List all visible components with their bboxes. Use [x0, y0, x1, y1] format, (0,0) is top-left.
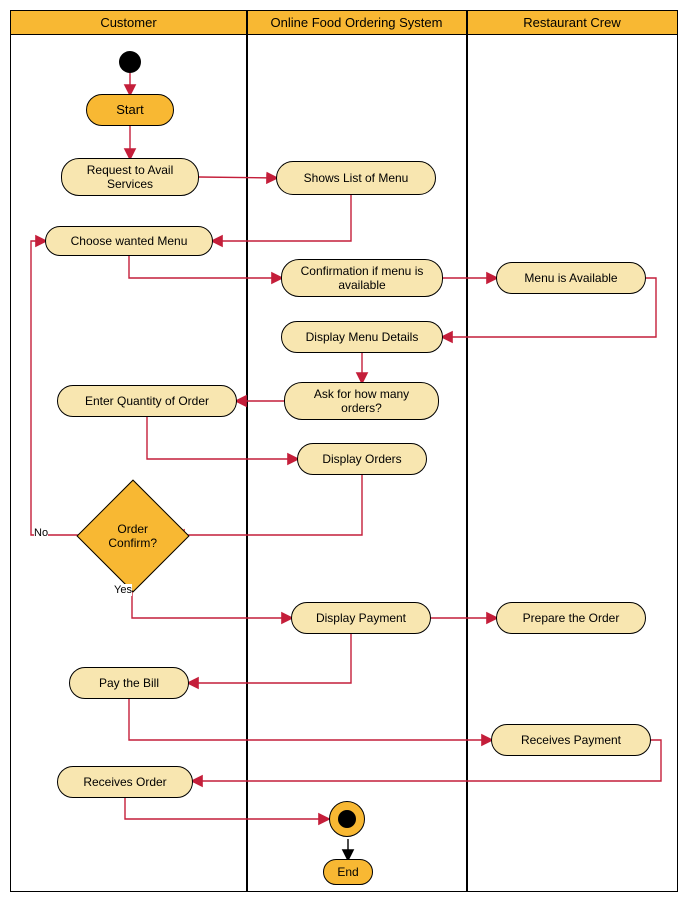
receives-order-node: Receives Order: [57, 766, 193, 798]
lane-header-customer: Customer: [11, 11, 246, 35]
swimlane-diagram: Customer Online Food Ordering System Res…: [10, 10, 678, 892]
enter-quantity-node: Enter Quantity of Order: [57, 385, 237, 417]
display-payment-node: Display Payment: [291, 602, 431, 634]
final-node-icon: [329, 801, 365, 837]
ask-quantity-node: Ask for how many orders?: [284, 382, 439, 420]
prepare-order-node: Prepare the Order: [496, 602, 646, 634]
shows-menu-node: Shows List of Menu: [276, 161, 436, 195]
display-orders-node: Display Orders: [297, 443, 427, 475]
order-confirm-decision: Order Confirm?: [76, 479, 189, 592]
lane-header-system: Online Food Ordering System: [246, 11, 466, 35]
request-services-node: Request to Avail Services: [61, 158, 199, 196]
choose-menu-node: Choose wanted Menu: [45, 226, 213, 256]
display-details-node: Display Menu Details: [281, 321, 443, 353]
decision-label: Order Confirm?: [94, 522, 172, 551]
edge-label-no: No: [34, 527, 48, 539]
confirm-available-node: Confirmation if menu is available: [281, 259, 443, 297]
lane-divider-1: [246, 11, 248, 891]
lane-header-crew: Restaurant Crew: [466, 11, 677, 35]
end-node: End: [323, 859, 373, 885]
edge-label-yes: Yes: [114, 584, 132, 596]
receives-payment-node: Receives Payment: [491, 724, 651, 756]
start-node: Start: [86, 94, 174, 126]
menu-available-node: Menu is Available: [496, 262, 646, 294]
pay-bill-node: Pay the Bill: [69, 667, 189, 699]
initial-node-icon: [119, 51, 141, 73]
lane-divider-2: [466, 11, 468, 891]
